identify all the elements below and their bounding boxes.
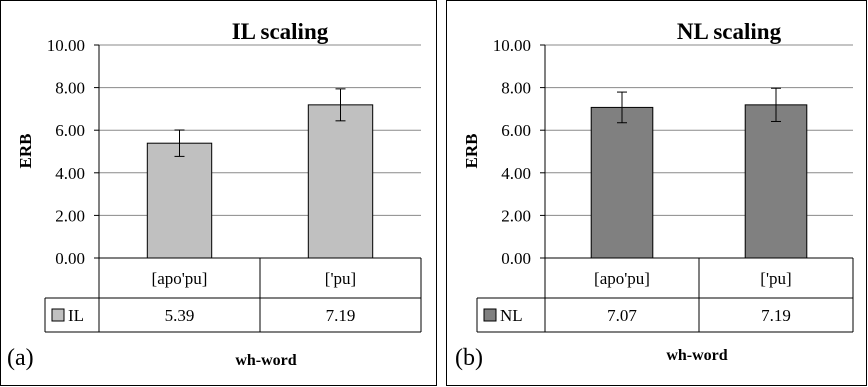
y-axis-label: ERB [462,134,481,169]
bar-nl [590,106,654,259]
chart-panel-nl: NL scaling 0.00 2.00 4.00 6.00 8.00 10.00 ERB [a… [446,0,867,386]
y-tick-label: 10.00 [493,36,531,55]
panel-label: (a) [7,345,34,371]
chart-panel-il: IL scaling 0.00 2.00 4.00 6.00 8.00 10.00 ERB [a… [0,0,437,386]
data-label: 7.19 [761,306,791,325]
y-tick-label: 6.00 [501,121,531,140]
y-tick-label: 10.00 [47,36,85,55]
y-axis-label: ERB [16,134,35,169]
y-tick-label: 8.00 [55,79,85,98]
legend-swatch-il [51,308,65,322]
data-label: 7.19 [326,306,356,325]
y-tick-label: 0.00 [55,249,85,268]
panel-label: (b) [455,345,483,371]
y-tick-label: 6.00 [55,121,85,140]
data-label: 7.07 [607,306,637,325]
y-tick-label: 4.00 [501,164,531,183]
y-tick-label: 8.00 [501,79,531,98]
data-label: 5.39 [165,306,195,325]
category-label: [apo'pu] [152,269,208,288]
category-label: [apo'pu] [594,269,650,288]
legend-label: NL [500,306,523,325]
chart-title: NL scaling [677,19,782,44]
chart-title: IL scaling [232,19,329,44]
legend-swatch-nl [483,308,497,322]
bar-il [146,142,213,259]
bar-nl [744,104,808,259]
y-tick-label: 0.00 [501,249,531,268]
bar-il [307,104,374,259]
nl-scaling-chart: NL scaling 0.00 2.00 4.00 6.00 8.00 10.00 ERB [a… [455,19,854,371]
x-axis-label: wh-word [235,352,296,369]
il-scaling-chart: IL scaling 0.00 2.00 4.00 6.00 8.00 10.00 ERB [a… [7,19,422,371]
y-tick-label: 4.00 [55,164,85,183]
y-tick-label: 2.00 [55,206,85,225]
category-label: ['pu] [760,269,791,288]
category-label: ['pu] [325,269,356,288]
legend-label: IL [68,306,84,325]
y-tick-label: 2.00 [501,206,531,225]
x-axis-label: wh-word [666,347,727,364]
